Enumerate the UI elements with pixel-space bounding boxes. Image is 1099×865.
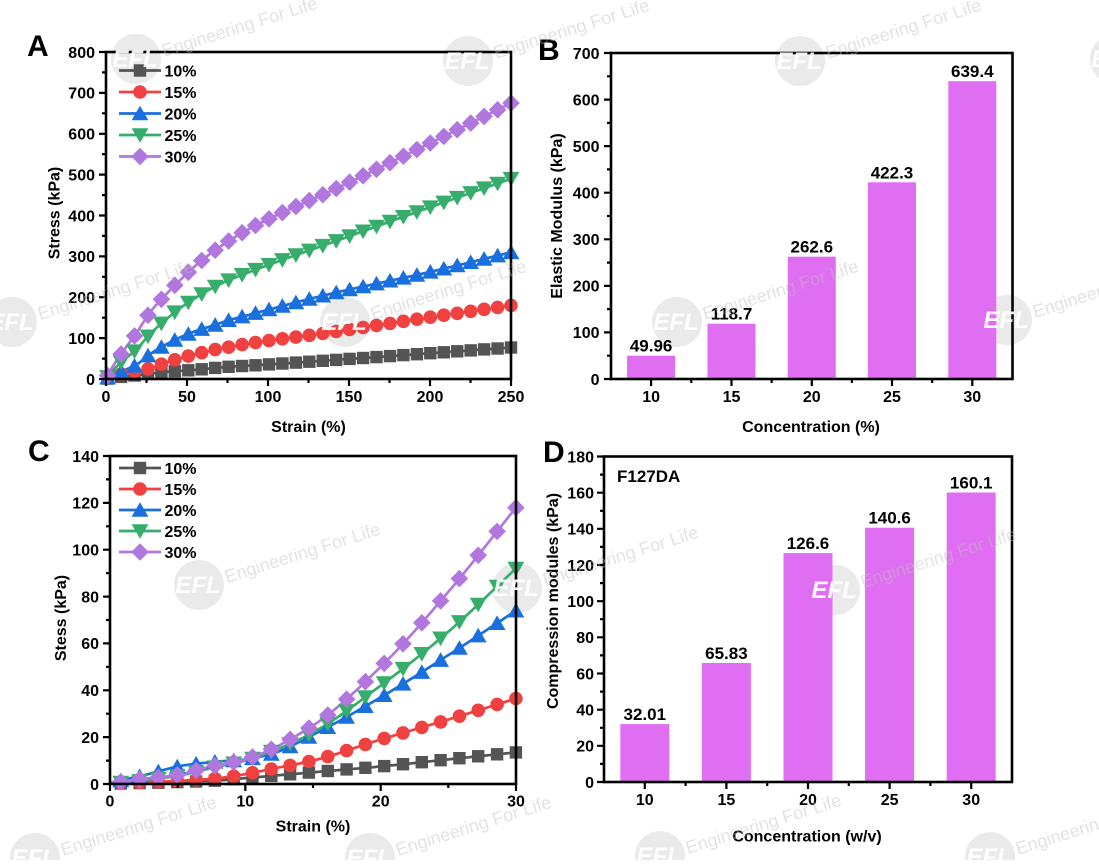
svg-text:600: 600 <box>68 127 95 144</box>
svg-text:30%: 30% <box>165 545 197 562</box>
svg-text:200: 200 <box>417 389 444 406</box>
svg-text:Strain (%): Strain (%) <box>271 419 346 436</box>
svg-text:40: 40 <box>576 703 594 720</box>
svg-text:25: 25 <box>881 792 899 809</box>
svg-text:0: 0 <box>585 775 594 792</box>
svg-text:32.01: 32.01 <box>624 705 667 724</box>
svg-text:25%: 25% <box>165 128 197 145</box>
svg-text:15%: 15% <box>165 85 197 102</box>
svg-text:10: 10 <box>236 794 254 811</box>
svg-text:20: 20 <box>372 794 390 811</box>
svg-text:250: 250 <box>498 389 525 406</box>
svg-text:30: 30 <box>963 389 981 406</box>
svg-text:Strain (%): Strain (%) <box>276 819 351 836</box>
svg-text:65.83: 65.83 <box>705 644 748 663</box>
svg-text:400: 400 <box>573 186 600 203</box>
svg-text:500: 500 <box>573 139 600 156</box>
svg-text:200: 200 <box>573 279 600 296</box>
svg-text:300: 300 <box>573 232 600 249</box>
svg-text:0: 0 <box>90 777 99 794</box>
svg-text:180: 180 <box>567 449 594 466</box>
svg-text:Stress (kPa): Stress (kPa) <box>47 167 64 260</box>
svg-text:Compression modules (kPa): Compression modules (kPa) <box>545 493 562 709</box>
svg-text:60: 60 <box>576 666 594 683</box>
svg-text:80: 80 <box>81 589 99 606</box>
svg-text:10%: 10% <box>165 63 197 80</box>
svg-text:20%: 20% <box>165 503 197 520</box>
svg-text:700: 700 <box>68 86 95 103</box>
svg-text:20: 20 <box>803 389 821 406</box>
svg-text:140.6: 140.6 <box>868 509 911 528</box>
svg-text:0: 0 <box>102 389 111 406</box>
svg-text:100: 100 <box>72 543 99 560</box>
svg-text:30: 30 <box>962 792 980 809</box>
svg-text:0: 0 <box>86 372 95 389</box>
svg-text:F127DA: F127DA <box>617 467 680 486</box>
svg-text:15%: 15% <box>165 482 197 499</box>
svg-text:120: 120 <box>72 496 99 513</box>
svg-text:20: 20 <box>576 739 594 756</box>
svg-text:100: 100 <box>567 594 594 611</box>
svg-text:Elastic Modulus (kPa): Elastic Modulus (kPa) <box>549 133 566 298</box>
svg-text:10: 10 <box>636 792 654 809</box>
svg-text:140: 140 <box>567 522 594 539</box>
svg-text:100: 100 <box>573 325 600 342</box>
svg-text:160: 160 <box>567 486 594 503</box>
svg-text:Concentration (w/v): Concentration (w/v) <box>732 829 881 846</box>
svg-text:422.3: 422.3 <box>871 163 914 182</box>
svg-text:262.6: 262.6 <box>791 238 834 257</box>
svg-text:A: A <box>27 30 49 63</box>
svg-text:50: 50 <box>178 389 196 406</box>
svg-text:0: 0 <box>591 372 600 389</box>
svg-text:10%: 10% <box>165 461 197 478</box>
svg-text:10: 10 <box>642 389 660 406</box>
svg-text:C: C <box>28 435 50 468</box>
svg-text:0: 0 <box>106 794 115 811</box>
svg-text:100: 100 <box>68 331 95 348</box>
svg-text:100: 100 <box>255 389 282 406</box>
svg-text:160.1: 160.1 <box>950 474 993 493</box>
svg-text:40: 40 <box>81 683 99 700</box>
svg-text:15: 15 <box>718 792 736 809</box>
svg-text:639.4: 639.4 <box>951 62 994 81</box>
svg-text:80: 80 <box>576 630 594 647</box>
svg-text:30%: 30% <box>165 149 197 166</box>
svg-text:800: 800 <box>68 45 95 62</box>
svg-text:150: 150 <box>336 389 363 406</box>
svg-text:20%: 20% <box>165 106 197 123</box>
svg-text:700: 700 <box>573 46 600 63</box>
svg-text:25%: 25% <box>165 524 197 541</box>
svg-text:140: 140 <box>72 449 99 466</box>
svg-text:600: 600 <box>573 92 600 109</box>
svg-text:300: 300 <box>68 249 95 266</box>
svg-text:20: 20 <box>81 730 99 747</box>
svg-text:49.96: 49.96 <box>630 337 673 356</box>
svg-text:D: D <box>543 436 565 469</box>
svg-text:126.6: 126.6 <box>787 534 830 553</box>
svg-text:Concentration (%): Concentration (%) <box>742 419 880 436</box>
svg-text:500: 500 <box>68 167 95 184</box>
svg-text:25: 25 <box>883 389 901 406</box>
svg-text:Stess (kPa): Stess (kPa) <box>53 575 70 661</box>
svg-text:400: 400 <box>68 208 95 225</box>
svg-text:15: 15 <box>723 389 741 406</box>
svg-text:60: 60 <box>81 636 99 653</box>
